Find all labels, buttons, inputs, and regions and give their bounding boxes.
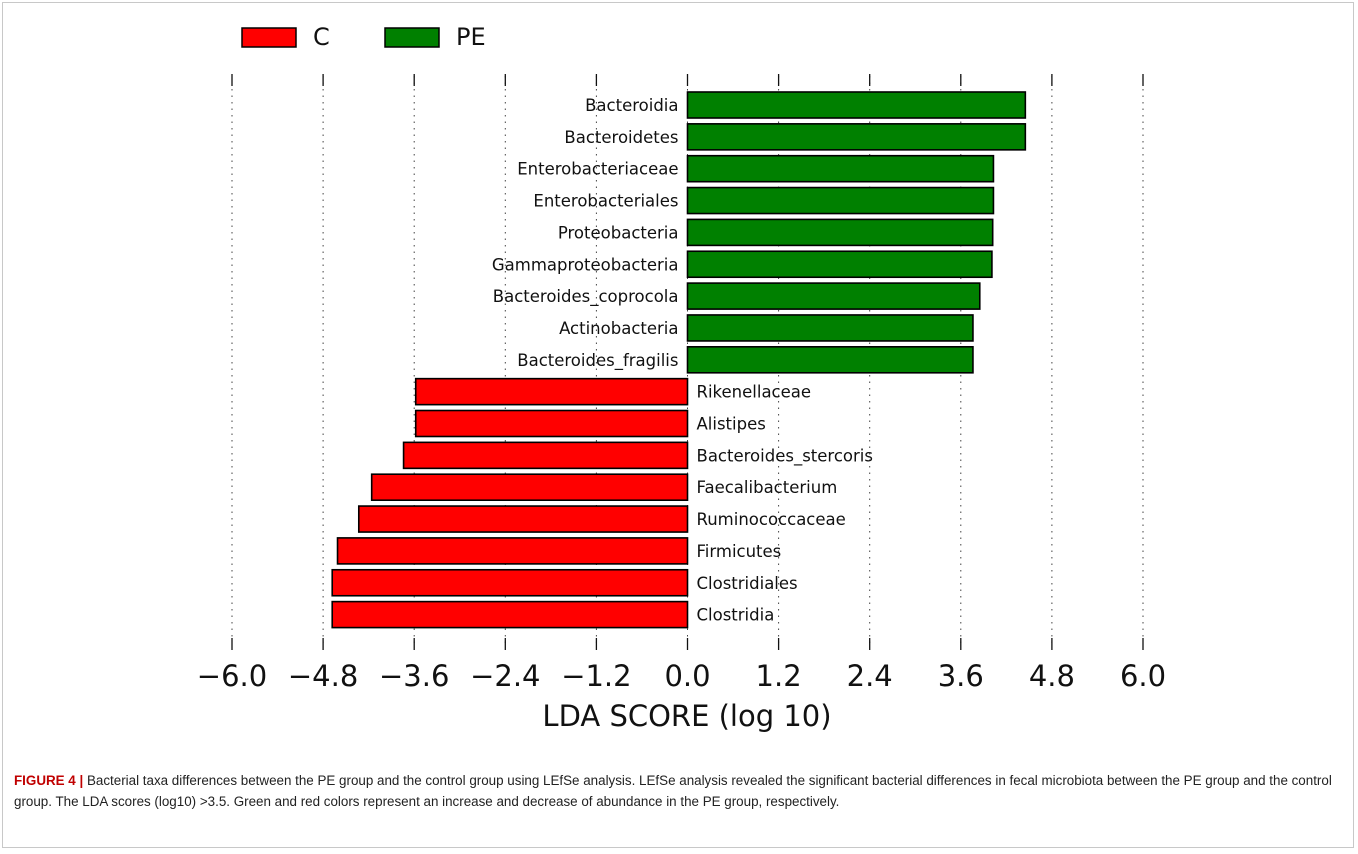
x-tick-label: −1.2 bbox=[561, 659, 631, 693]
category-label: Clostridiales bbox=[697, 574, 798, 593]
category-label: Bacteroidia bbox=[585, 96, 678, 115]
category-label: Proteobacteria bbox=[558, 223, 679, 242]
category-label: Firmicutes bbox=[697, 542, 782, 561]
bar-bacteroides-stercoris bbox=[402, 441, 689, 470]
bar-gammaproteobacteria bbox=[686, 250, 993, 279]
x-tick-label: 4.8 bbox=[1029, 659, 1075, 693]
x-tick-label: −3.6 bbox=[379, 659, 449, 693]
category-label: Faecalibacterium bbox=[697, 478, 838, 497]
category-label: Rikenellaceae bbox=[697, 383, 812, 402]
category-label: Ruminococcaceae bbox=[697, 510, 846, 529]
bar-enterobacteriaceae bbox=[686, 154, 995, 183]
lda-bar-chart: C PE Bacteroidia Bacteroidetes Enterobacter… bbox=[197, 23, 1166, 733]
legend-swatch-c bbox=[241, 27, 297, 48]
bar-faecalibacterium bbox=[370, 473, 689, 502]
legend-label: C bbox=[313, 23, 330, 51]
bar-clostridia bbox=[331, 600, 689, 629]
category-labels: Bacteroidia Bacteroidetes Enterobacteriace… bbox=[492, 96, 873, 625]
x-tick-label: −2.4 bbox=[470, 659, 540, 693]
bar-actinobacteria bbox=[686, 314, 974, 342]
x-tick-label: 1.2 bbox=[756, 659, 802, 693]
bar-rikenellaceae bbox=[414, 377, 689, 406]
bar-clostridiales bbox=[331, 568, 689, 597]
x-tick-label: 6.0 bbox=[1120, 659, 1166, 693]
chart-bars bbox=[331, 91, 1027, 629]
category-label: Clostridia bbox=[697, 606, 775, 625]
x-tick-label: −4.8 bbox=[288, 659, 358, 693]
x-tick-label: 0.0 bbox=[664, 659, 710, 693]
bar-bacteroides-fragilis bbox=[686, 345, 974, 374]
category-label: Gammaproteobacteria bbox=[492, 255, 679, 274]
category-label: Bacteroides_stercoris bbox=[697, 446, 873, 466]
bar-bacteroidetes bbox=[686, 123, 1027, 151]
bar-proteobacteria bbox=[686, 218, 994, 247]
figure-caption-text: Bacterial taxa differences between the P… bbox=[14, 773, 1332, 809]
category-label: Enterobacteriaceae bbox=[517, 160, 678, 179]
legend-label: PE bbox=[456, 23, 486, 51]
bar-enterobacteriales bbox=[686, 186, 995, 215]
figure-caption-label: FIGURE 4 | bbox=[14, 773, 84, 788]
x-axis-label: LDA SCORE (log 10) bbox=[542, 699, 831, 733]
bar-firmicutes bbox=[336, 537, 689, 565]
category-label: Bacteroidetes bbox=[564, 128, 678, 147]
x-tick-label: 2.4 bbox=[847, 659, 893, 693]
legend-swatch-pe bbox=[384, 27, 440, 48]
figure-caption: FIGURE 4 | Bacterial taxa differences be… bbox=[14, 770, 1344, 812]
category-label: Bacteroides_fragilis bbox=[517, 351, 678, 371]
x-axis-ticks: −6.0 −4.8 −3.6 −2.4 −1.2 0.0 1.2 2.4 3.6 4.8 6.0 bbox=[197, 74, 1166, 693]
x-tick-label: 3.6 bbox=[938, 659, 984, 693]
bar-bacteroidia bbox=[686, 91, 1027, 119]
category-label: Enterobacteriales bbox=[533, 192, 678, 211]
category-label: Actinobacteria bbox=[559, 319, 678, 338]
category-label: Alistipes bbox=[697, 415, 766, 434]
bar-bacteroides-coprocola bbox=[686, 282, 981, 310]
category-label: Bacteroides_coprocola bbox=[493, 287, 679, 307]
bar-ruminococcaceae bbox=[357, 505, 689, 533]
x-tick-label: −6.0 bbox=[197, 659, 267, 693]
chart-legend: C PE bbox=[241, 23, 486, 51]
bar-alistipes bbox=[414, 409, 689, 438]
